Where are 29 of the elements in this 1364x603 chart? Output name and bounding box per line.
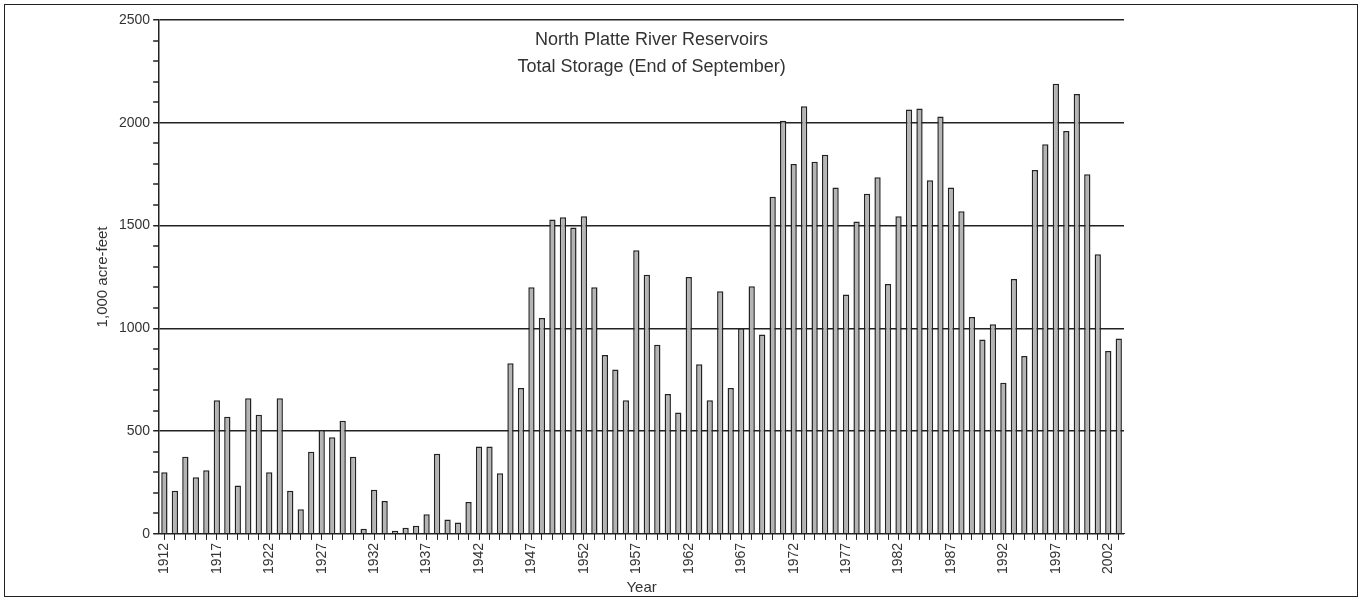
x-axis-title: Year — [626, 578, 657, 596]
x-tick-label: 1977 — [836, 542, 853, 575]
x-tick-label: 1922 — [260, 542, 277, 575]
x-tick-label: 1972 — [784, 542, 801, 575]
text: Total Storage (End of September) — [517, 55, 786, 76]
x-tick-label: 1957 — [627, 542, 644, 575]
y-tick-label: 1000 — [118, 319, 151, 336]
y-axis-title: 1,000 acre-feet — [93, 225, 111, 328]
x-tick-label: 1927 — [312, 542, 329, 575]
y-tick-label: 0 — [142, 524, 151, 541]
y-tick-label: 2500 — [118, 10, 151, 27]
x-tick-label: 1997 — [1046, 542, 1063, 575]
x-tick-label: 1967 — [732, 542, 749, 575]
x-tick-label: 1947 — [522, 542, 539, 575]
x-tick-label: 1962 — [679, 542, 696, 575]
x-tick-label: 1942 — [469, 542, 486, 575]
x-tick-label: 1912 — [155, 542, 172, 575]
x-tick-label: 1917 — [207, 542, 224, 575]
y-tick-label: 1500 — [118, 216, 151, 233]
x-tick-label: 1932 — [365, 542, 381, 575]
x-tick-label: 1982 — [889, 542, 906, 575]
y-tick-label: 2000 — [118, 113, 151, 130]
x-tick-label: 1937 — [417, 542, 434, 575]
x-tick-label: 1992 — [994, 542, 1011, 575]
text: North Platte River Reservoirs — [535, 28, 769, 49]
x-tick-label: 2002 — [1099, 542, 1116, 575]
x-tick-label: 1952 — [574, 542, 591, 575]
x-tick-label: 1987 — [941, 542, 958, 575]
y-tick-label: 500 — [126, 421, 151, 438]
